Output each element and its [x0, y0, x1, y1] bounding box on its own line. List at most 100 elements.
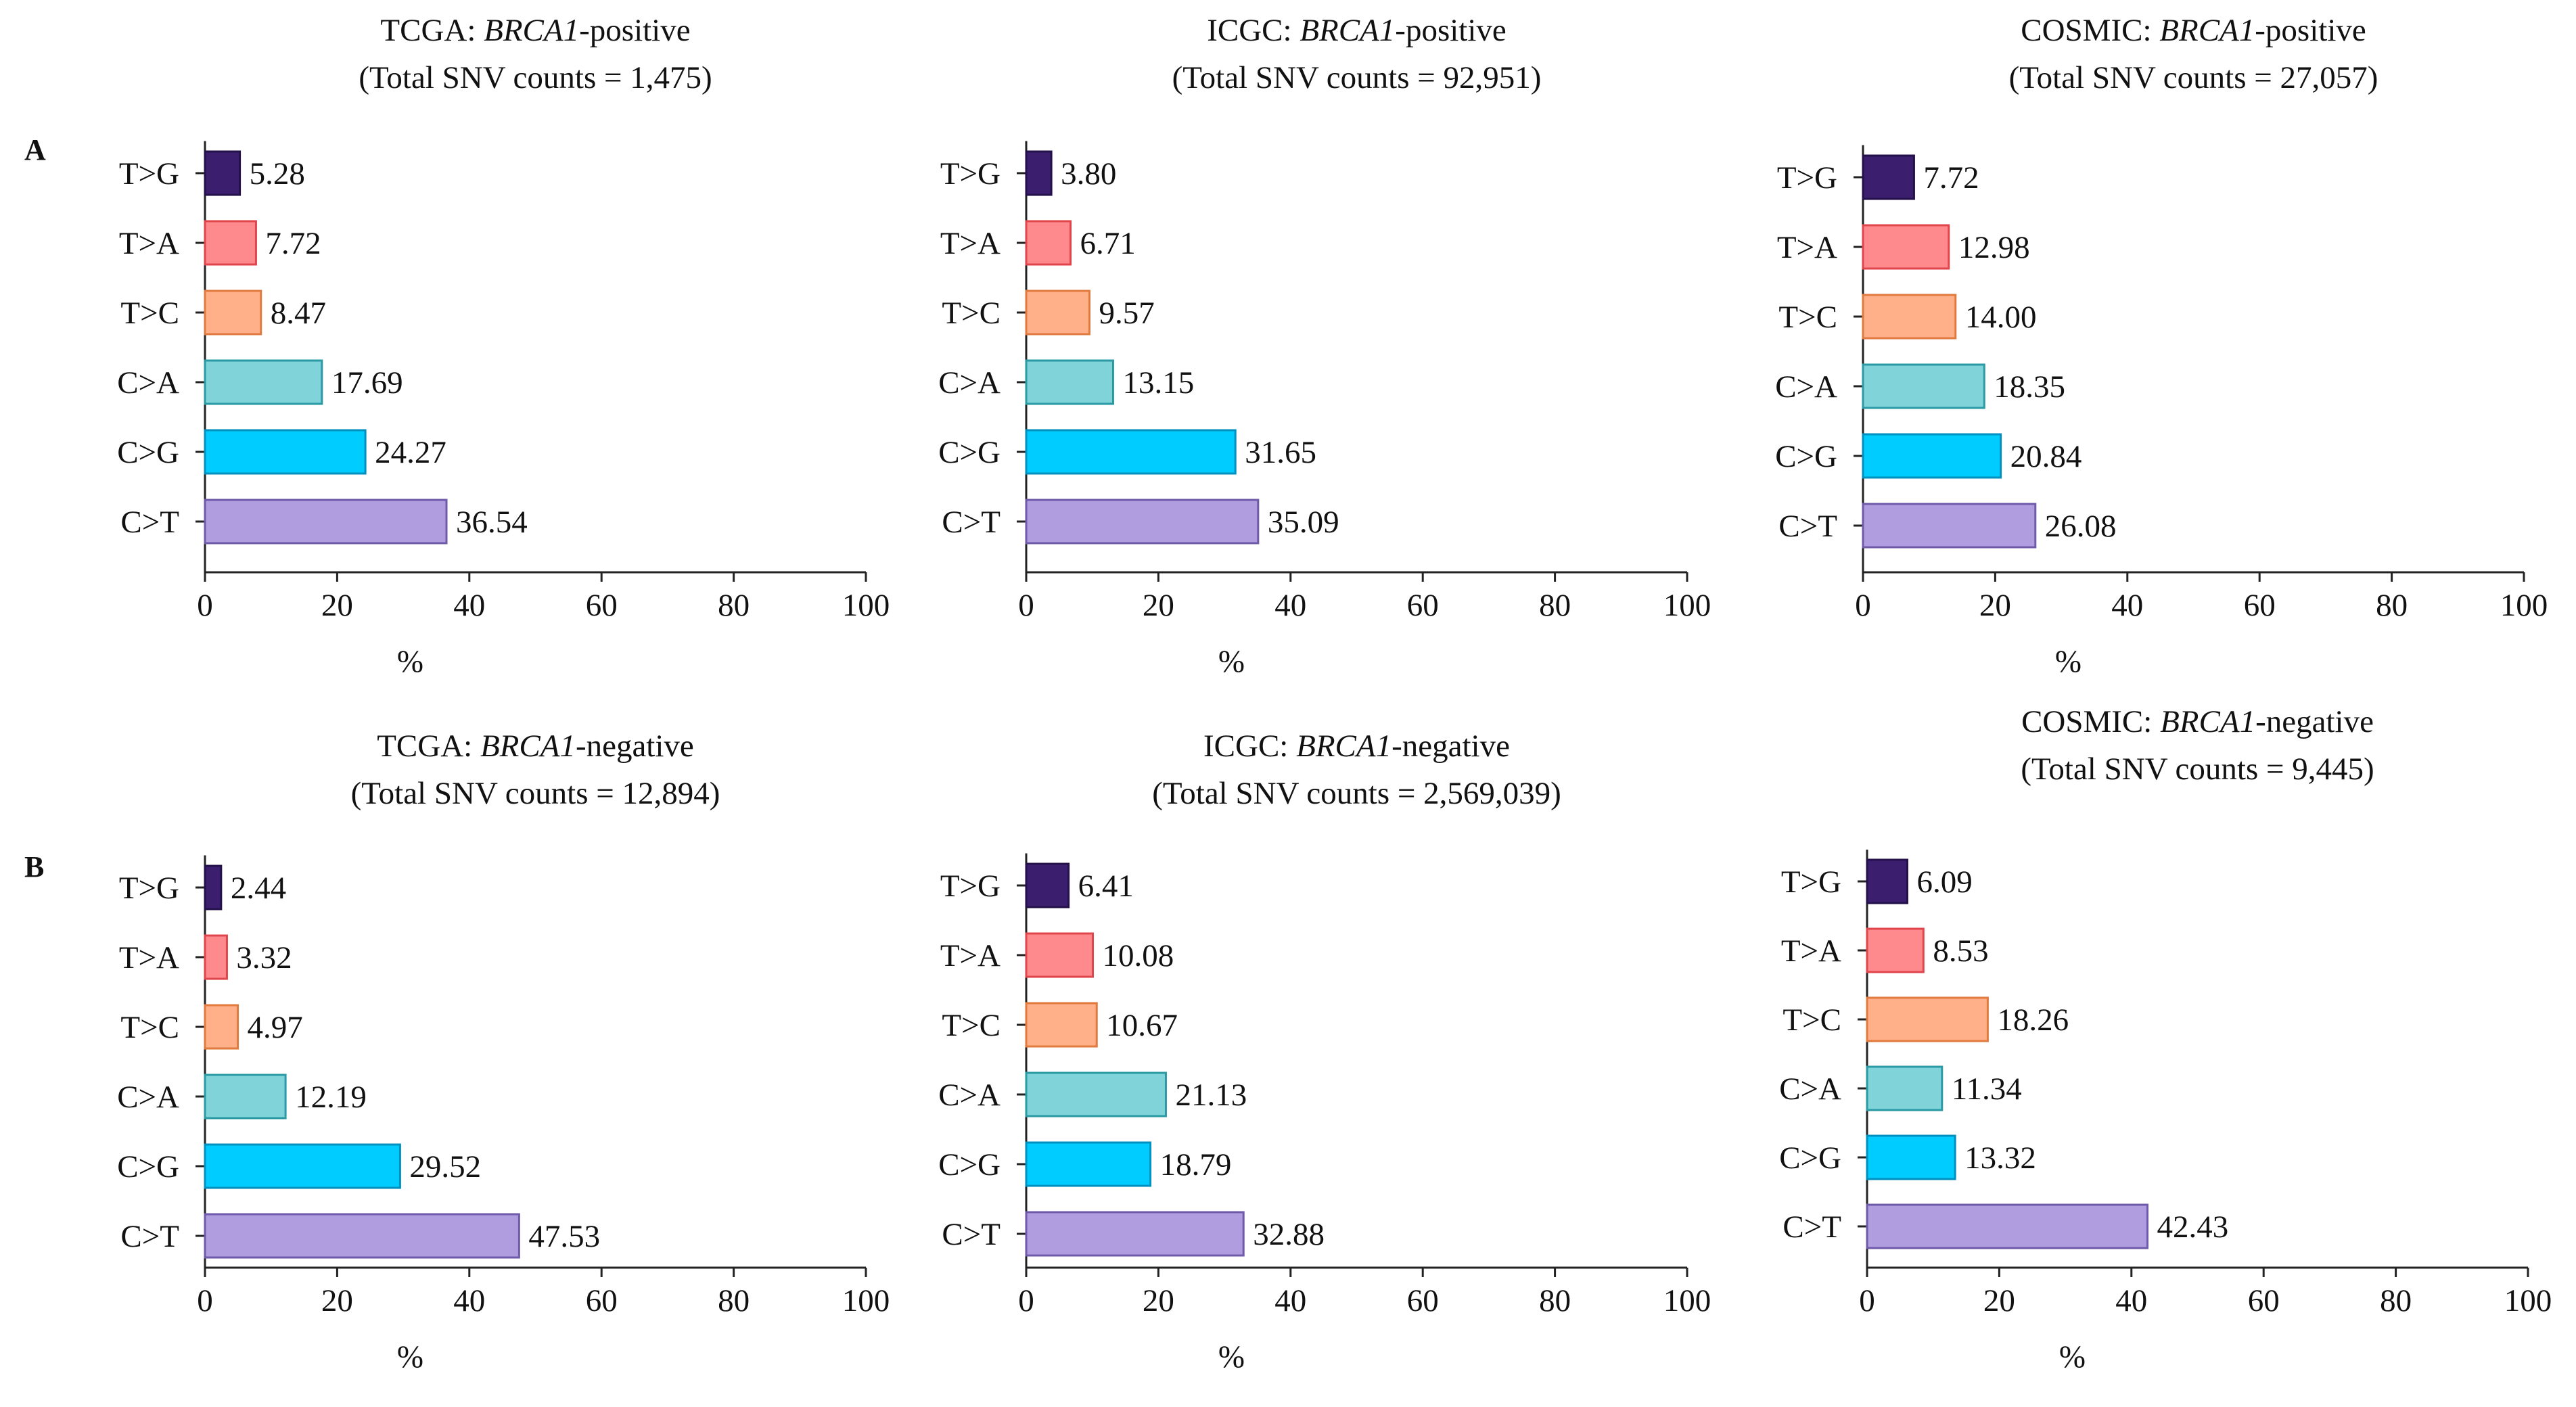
value-label: 17.69 — [331, 365, 403, 400]
x-tick-label: 40 — [2115, 1283, 2147, 1318]
category-label: C>G — [1779, 1140, 1841, 1176]
chart-subtitle: (Total SNV counts = 1,475) — [359, 60, 712, 95]
chart-title-gene: BRCA1 — [480, 729, 576, 764]
x-tick-label: 80 — [1539, 1283, 1571, 1318]
value-label: 18.79 — [1160, 1147, 1232, 1182]
x-tick-label: 80 — [1539, 588, 1571, 623]
chart-3: COSMIC: BRCA1-positive (Total SNV counts … — [1775, 13, 2548, 679]
value-label: 36.54 — [456, 505, 528, 540]
x-tick-label: 100 — [2504, 1283, 2552, 1318]
chart-title: TCGA: BRCA1-positive — [380, 13, 690, 48]
x-tick-label: 60 — [2244, 588, 2276, 623]
bar-TtoA — [1866, 927, 1925, 973]
category-label: C>G — [938, 1147, 1001, 1182]
bar-CtoA — [204, 359, 323, 405]
x-tick-label: 0 — [1855, 588, 1871, 623]
value-label: 14.00 — [1965, 300, 2037, 335]
value-label: 5.28 — [250, 156, 305, 191]
x-axis-title: % — [1218, 644, 1245, 679]
value-label: 6.09 — [1916, 864, 1972, 900]
x-tick-label: 40 — [453, 588, 485, 623]
chart-subtitle: (Total SNV counts = 9,445) — [2021, 752, 2374, 787]
x-tick-label: 60 — [1407, 588, 1439, 623]
value-label: 10.67 — [1106, 1008, 1178, 1043]
bar-TtoC — [1025, 1002, 1098, 1048]
bar-CtoT — [204, 1213, 520, 1259]
x-tick-label: 80 — [718, 1283, 750, 1318]
bar-CtoA — [1025, 359, 1114, 405]
bar-TtoG — [1025, 862, 1070, 908]
panel-letters: A B — [24, 133, 46, 883]
chart-title-gene: BRCA1 — [1296, 729, 1392, 764]
bar-TtoG — [204, 864, 223, 910]
value-label: 18.26 — [1997, 1002, 2069, 1038]
chart-title-status: -negative — [2255, 704, 2374, 739]
value-label: 12.98 — [1958, 230, 2030, 265]
value-label: 4.97 — [248, 1010, 303, 1045]
x-tick-label: 80 — [2380, 1283, 2412, 1318]
chart-5: ICGC: BRCA1-negative (Total SNV counts = … — [938, 729, 1711, 1375]
category-label: C>T — [942, 505, 1001, 540]
category-label: T>G — [940, 869, 1001, 904]
category-label: T>A — [940, 938, 1001, 973]
bar-CtoT — [1025, 499, 1260, 545]
category-label: T>C — [942, 1008, 1001, 1043]
chart-1: TCGA: BRCA1-positive (Total SNV counts = … — [117, 13, 890, 679]
value-label: 8.53 — [1933, 933, 1988, 969]
chart-title: COSMIC: BRCA1-positive — [2021, 13, 2366, 48]
bar-TtoC — [204, 290, 262, 336]
bar-TtoA — [204, 934, 228, 980]
category-label: T>C — [942, 296, 1001, 331]
x-tick-label: 0 — [1018, 588, 1034, 623]
bar-CtoT — [1866, 1203, 2149, 1249]
value-label: 2.44 — [231, 871, 286, 906]
category-label: T>G — [1777, 160, 1837, 195]
category-label: C>A — [1779, 1071, 1841, 1107]
category-label: C>T — [1782, 1209, 1841, 1245]
category-label: C>A — [117, 365, 179, 400]
panel-letter-b: B — [24, 850, 44, 883]
x-tick-label: 40 — [1274, 1283, 1306, 1318]
bar-TtoC — [204, 1004, 239, 1050]
chart-title-source: COSMIC: — [2021, 13, 2159, 48]
chart-title: TCGA: BRCA1-negative — [377, 729, 694, 764]
category-label: T>G — [940, 156, 1001, 191]
value-label: 7.72 — [265, 226, 321, 261]
category-label: T>C — [1782, 1002, 1841, 1038]
category-label: T>A — [119, 226, 179, 261]
chart-title-status: -negative — [576, 729, 694, 764]
value-label: 3.32 — [236, 940, 292, 975]
x-tick-label: 100 — [842, 588, 890, 623]
value-label: 29.52 — [409, 1149, 481, 1184]
category-label: C>A — [938, 1078, 1001, 1113]
category-label: C>G — [117, 435, 179, 470]
bar-CtoA — [204, 1074, 287, 1120]
category-label: T>C — [120, 1010, 179, 1045]
value-label: 12.19 — [295, 1080, 367, 1115]
bar-TtoC — [1862, 294, 1957, 340]
x-tick-label: 20 — [321, 588, 353, 623]
bar-TtoG — [204, 150, 242, 196]
bar-CtoG — [1862, 433, 2002, 479]
bar-CtoG — [1866, 1134, 1956, 1180]
chart-title-status: -positive — [1395, 13, 1506, 48]
x-tick-label: 60 — [586, 588, 618, 623]
value-label: 13.32 — [1964, 1140, 2036, 1176]
value-label: 35.09 — [1268, 505, 1339, 540]
x-tick-label: 20 — [1979, 588, 2011, 623]
category-label: C>G — [1775, 439, 1837, 474]
x-tick-label: 80 — [2376, 588, 2408, 623]
x-tick-label: 0 — [1018, 1283, 1034, 1318]
x-axis-title: % — [1218, 1339, 1245, 1375]
value-label: 26.08 — [2045, 509, 2117, 544]
x-axis-title: % — [2055, 644, 2082, 679]
chart-grid: TCGA: BRCA1-positive(Total SNV counts = … — [117, 13, 2552, 1375]
x-tick-label: 0 — [197, 588, 213, 623]
x-tick-label: 40 — [1274, 588, 1306, 623]
chart-2: ICGC: BRCA1-positive (Total SNV counts = … — [938, 13, 1711, 679]
chart-title-source: TCGA: — [380, 13, 484, 48]
bar-TtoA — [1025, 220, 1072, 266]
value-label: 10.08 — [1102, 938, 1174, 973]
bar-TtoC — [1025, 290, 1090, 336]
